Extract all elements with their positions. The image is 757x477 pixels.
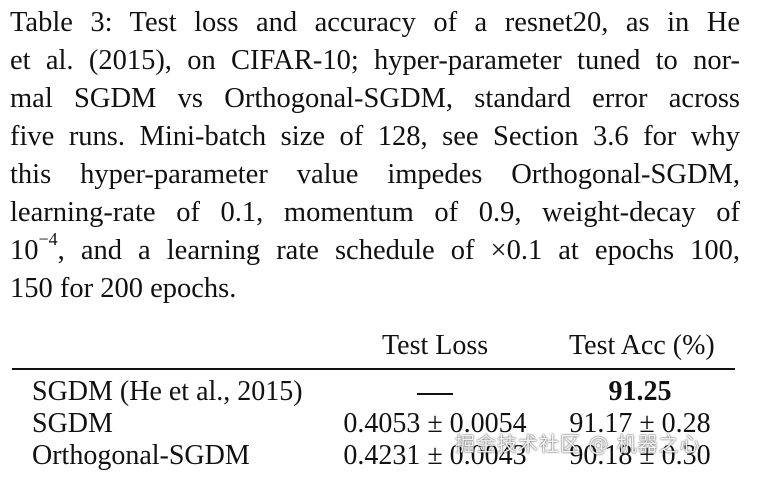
row-name: SGDM (He et al., 2015) (32, 376, 303, 407)
not-available-dash (417, 392, 453, 395)
weight-decay-base: 10 (10, 235, 39, 266)
header-test-acc: Test Acc (%) (569, 330, 715, 361)
weight-decay-exponent: −4 (38, 228, 58, 249)
caption-line: et al. (2015), on CIFAR-10; hyper-parame… (10, 45, 740, 76)
row-acc: 91.17 ± 0.28 (569, 408, 711, 439)
row-loss: 0.4231 ± 0.0043 (343, 440, 527, 471)
caption-line: 10−4, and a learning rate schedule of ×0… (10, 228, 740, 270)
row-loss-dash (340, 376, 530, 408)
caption-line: Table 3: Test loss and accuracy of a res… (10, 7, 740, 38)
row-acc: 90.18 ± 0.30 (569, 440, 711, 471)
caption-line: 150 for 200 epochs. (10, 273, 237, 304)
row-acc-best: 91.25 (608, 376, 672, 407)
caption-line: five runs. Mini-batch size of 128, see S… (10, 121, 740, 152)
caption-line-rest: , and a learning rate schedule of ×0.1 a… (57, 235, 740, 266)
caption-line: learning-rate of 0.1, momentum of 0.9, w… (10, 197, 740, 228)
table-caption: Table 3: Test loss and accuracy of a res… (10, 4, 740, 308)
header-rule (12, 368, 735, 370)
row-loss: 0.4053 ± 0.0054 (343, 408, 527, 439)
watermark-text: 掘金技术社区 @ 机器之心 (455, 432, 701, 456)
caption-line: this hyper-parameter value impedes Ortho… (10, 159, 740, 190)
header-test-loss: Test Loss (382, 330, 489, 361)
row-name: Orthogonal-SGDM (32, 440, 250, 471)
row-name: SGDM (32, 408, 113, 439)
caption-line: mal SGDM vs Orthogonal-SGDM, standard er… (10, 83, 740, 114)
results-table: Test Loss Test Acc (%) SGDM (He et al., … (0, 328, 757, 477)
